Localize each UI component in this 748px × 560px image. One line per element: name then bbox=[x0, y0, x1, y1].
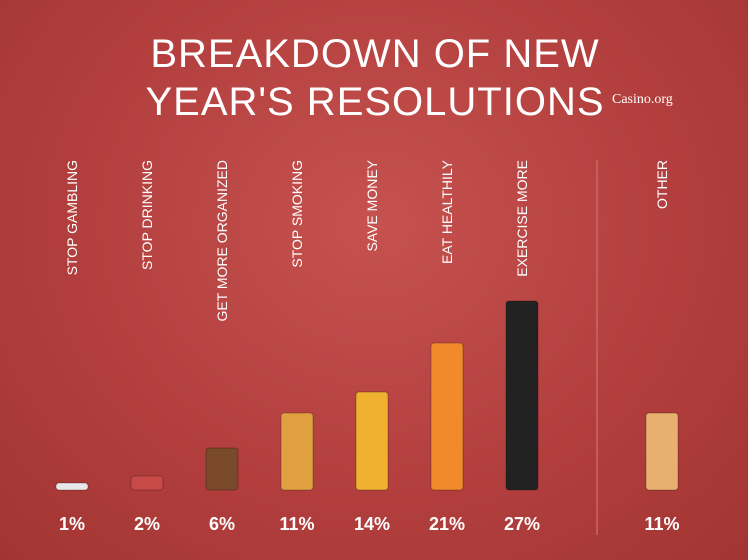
source: Casino.org bbox=[612, 92, 673, 107]
value-label: 14% bbox=[354, 514, 390, 534]
bar bbox=[280, 412, 314, 491]
category-label: STOP GAMBLING bbox=[64, 160, 80, 275]
bar bbox=[55, 482, 89, 491]
bar bbox=[505, 300, 539, 491]
bar bbox=[205, 447, 239, 491]
bar bbox=[130, 475, 164, 491]
bar bbox=[355, 391, 389, 491]
category-label: OTHER bbox=[654, 160, 670, 209]
value-label: 11% bbox=[644, 514, 679, 534]
chart-title: BREAKDOWN OF NEW YEAR'S RESOLUTIONS bbox=[145, 32, 605, 124]
value-label: 27% bbox=[504, 514, 540, 534]
bar bbox=[645, 412, 679, 491]
value-label: 11% bbox=[279, 514, 314, 534]
category-label: STOP DRINKING bbox=[139, 160, 155, 270]
category-label: STOP SMOKING bbox=[289, 160, 305, 268]
category-label: EXERCISE MORE bbox=[514, 160, 530, 277]
value-label: 21% bbox=[429, 514, 465, 534]
value-label: 6% bbox=[209, 514, 235, 534]
category-label: EAT HEALTHILY bbox=[439, 159, 455, 264]
value-label: 2% bbox=[134, 514, 160, 534]
category-label: SAVE MONEY bbox=[364, 159, 380, 251]
value-label: 1% bbox=[59, 514, 85, 534]
category-label: GET MORE ORGANIZED bbox=[214, 160, 230, 322]
bar bbox=[430, 342, 464, 491]
